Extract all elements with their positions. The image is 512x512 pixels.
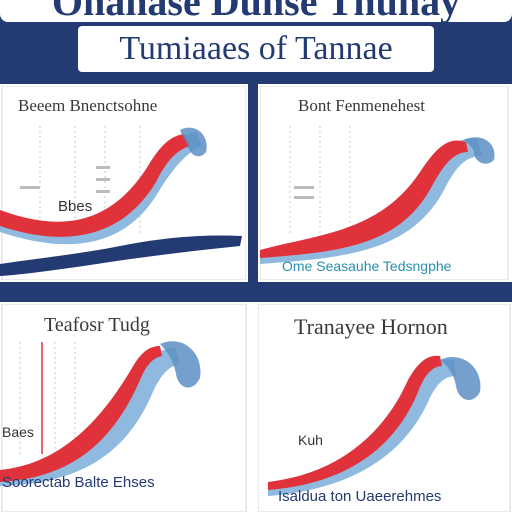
navy-wave-band [0, 235, 242, 276]
panel-bottom-right-title: Tranayee Hornon [294, 314, 448, 339]
panel-bottom-right: Tranayee Hornon Kuh Isaldua ton Uaeerehm… [258, 304, 512, 512]
panel-bottom-right-label: Kuh [298, 432, 323, 448]
red-curve [260, 140, 468, 258]
panel-bottom-left-title: Teafosr Tudg [44, 314, 150, 336]
panel-top-right: Bont Fenmenehest Ome Seasauhe Tedsngphe [260, 86, 510, 280]
wave-crest [464, 137, 495, 164]
panel-bottom-right-footer: Isaldua ton Uaeerehmes [278, 488, 442, 505]
red-curve [268, 355, 442, 490]
panel-bottom-left-graphic [0, 304, 247, 512]
panel-top-right-graphic [260, 86, 509, 280]
red-curve [0, 134, 190, 237]
panel-top-left-label: Bbes [58, 198, 93, 215]
panel-top-right-footer: Ome Seasauhe Tedsngphe [282, 258, 452, 274]
wave-crest [440, 356, 481, 400]
red-curve [0, 346, 162, 482]
title-line-1: Onanase Dunse Thunay [0, 0, 512, 22]
title-line-2: Tumiaaes of Tannae [78, 26, 434, 72]
wave-crest [160, 341, 201, 388]
panel-bottom-left-label: Baes [2, 424, 34, 440]
vertical-divider [248, 84, 258, 282]
lightblue-curve [268, 359, 456, 496]
panel-bottom-right-graphic [258, 304, 511, 512]
panel-top-left-title: Beeem Bnenctsohne [18, 96, 158, 115]
wave-crest [180, 127, 207, 157]
panel-top-right-title: Bont Fenmenehest [298, 96, 426, 115]
title-banner: Onanase Dunse Thunay Tumiaaes of Tannae [0, 0, 512, 84]
panel-bottom-left-footer: Soorectab Balte Ehses [2, 474, 155, 491]
horizontal-divider [0, 282, 512, 302]
panel-bottom-left: Teafosr Tudg Baes Soorectab Balte Ehses [0, 304, 248, 512]
panel-top-left-graphic [0, 86, 246, 280]
panel-top-left: Beeem Bnenctsohne Bbes [0, 86, 246, 280]
